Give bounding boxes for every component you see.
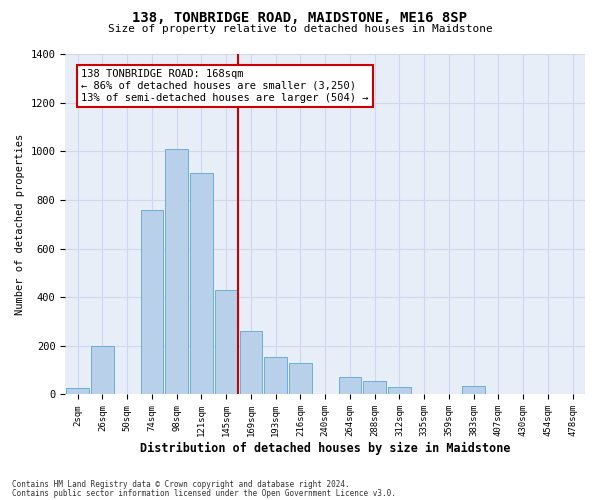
Bar <box>388 387 411 394</box>
Text: Contains public sector information licensed under the Open Government Licence v3: Contains public sector information licen… <box>12 488 396 498</box>
Text: Size of property relative to detached houses in Maidstone: Size of property relative to detached ho… <box>107 24 493 34</box>
Y-axis label: Number of detached properties: Number of detached properties <box>15 134 25 315</box>
Text: 138 TONBRIDGE ROAD: 168sqm
← 86% of detached houses are smaller (3,250)
13% of s: 138 TONBRIDGE ROAD: 168sqm ← 86% of deta… <box>81 70 368 102</box>
X-axis label: Distribution of detached houses by size in Maidstone: Distribution of detached houses by size … <box>140 442 511 455</box>
Bar <box>338 378 361 394</box>
Text: 138, TONBRIDGE ROAD, MAIDSTONE, ME16 8SP: 138, TONBRIDGE ROAD, MAIDSTONE, ME16 8SP <box>133 11 467 25</box>
Bar <box>91 346 114 395</box>
Bar <box>264 356 287 395</box>
Bar <box>239 331 262 394</box>
Bar <box>215 290 238 395</box>
Bar <box>66 388 89 394</box>
Bar <box>165 149 188 394</box>
Bar <box>462 386 485 394</box>
Bar <box>190 173 213 394</box>
Bar <box>363 381 386 394</box>
Text: Contains HM Land Registry data © Crown copyright and database right 2024.: Contains HM Land Registry data © Crown c… <box>12 480 350 489</box>
Bar <box>289 363 312 394</box>
Bar <box>140 210 163 394</box>
